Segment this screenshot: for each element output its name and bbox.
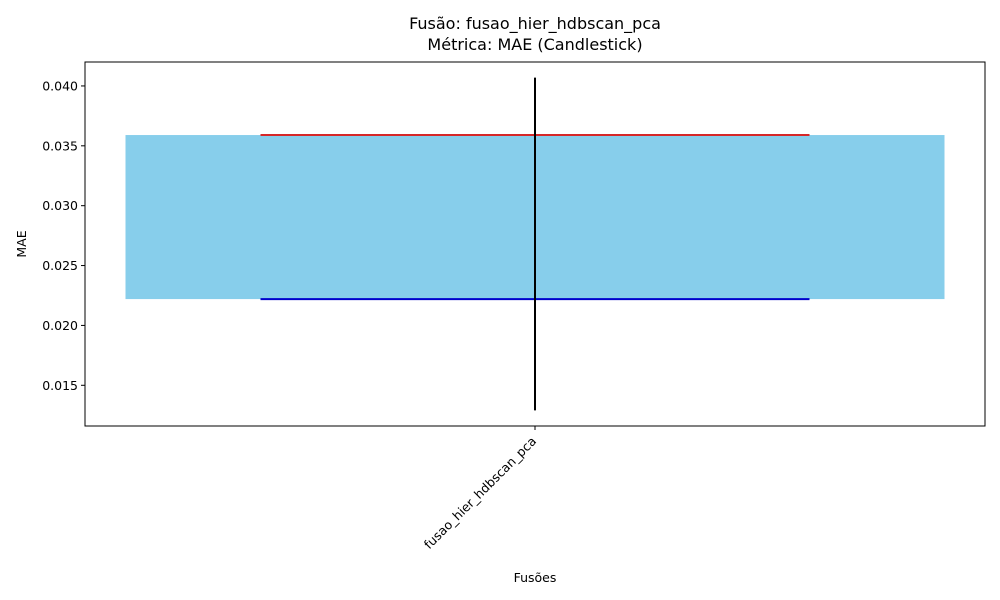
y-tick-label: 0.015 [42,378,78,393]
y-tick-label: 0.020 [42,318,78,333]
plot-frame [84,61,986,427]
x-axis-label: Fusões [514,570,557,585]
y-tick-label: 0.035 [42,138,78,153]
x-axis: fusao_hier_hdbscan_pca [421,426,539,552]
x-tick-label: fusao_hier_hdbscan_pca [421,434,539,552]
y-axis: 0.015 0.020 0.025 0.030 0.035 0.040 [42,78,85,393]
candles-layer [125,77,945,411]
y-tick-label: 0.025 [42,258,78,273]
chart-subtitle: Métrica: MAE (Candlestick) [427,35,642,54]
y-tick-label: 0.040 [42,78,78,93]
y-tick-label: 0.030 [42,198,78,213]
y-axis-label: MAE [14,230,29,257]
chart-title: Fusão: fusao_hier_hdbscan_pca [409,14,661,34]
